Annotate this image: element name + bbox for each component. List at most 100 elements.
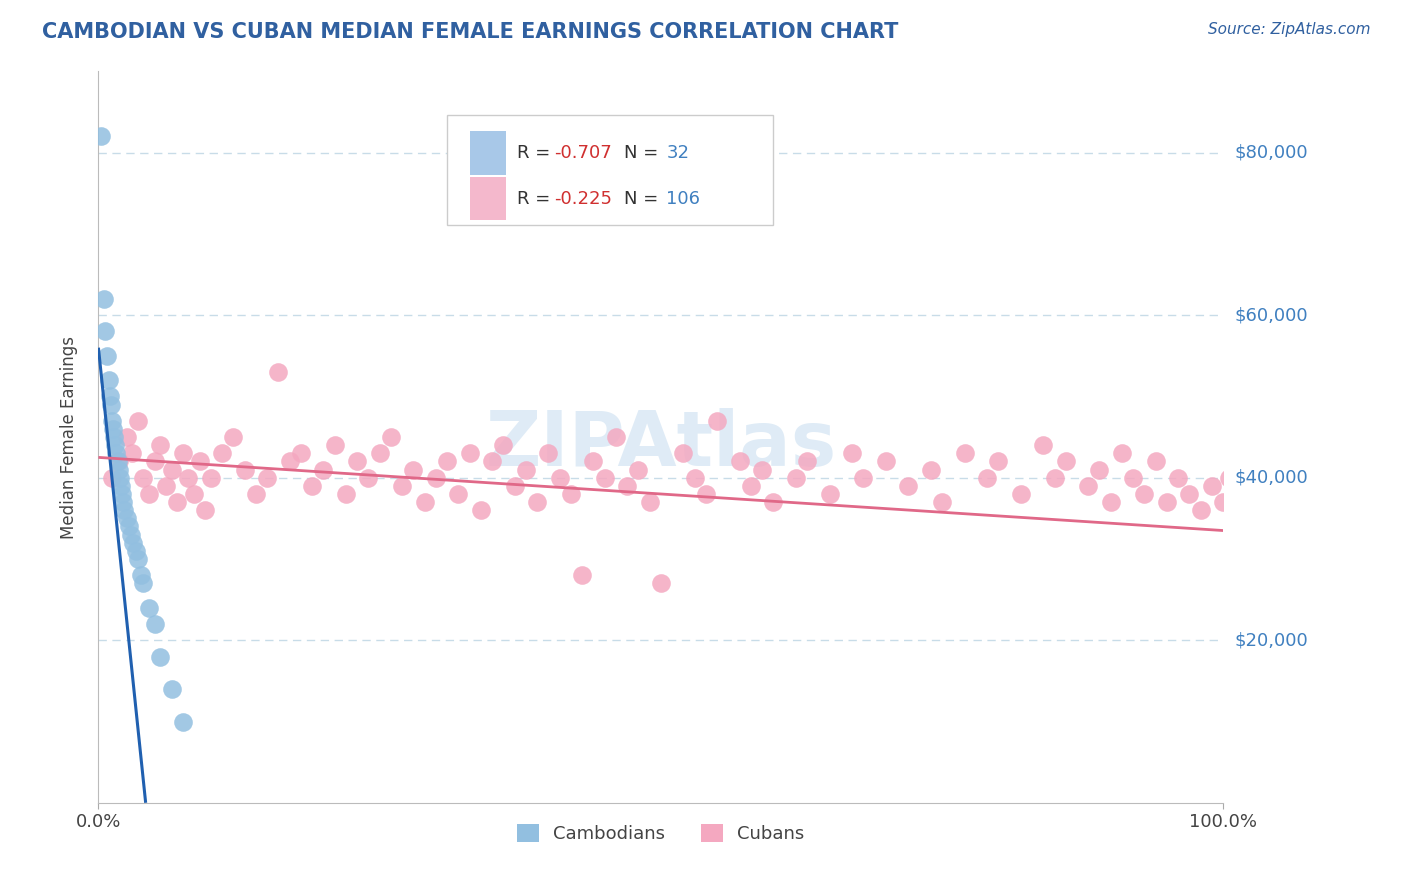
Point — [101, 471, 124, 485]
Point — [1223, 487, 1246, 501]
Point — [97, 373, 120, 387]
Point — [672, 446, 695, 460]
Point — [90, 129, 112, 144]
Point — [683, 471, 706, 485]
Point — [346, 454, 368, 468]
Point — [751, 462, 773, 476]
Point — [537, 446, 560, 460]
Point — [785, 471, 807, 485]
Point — [172, 446, 194, 460]
Point — [108, 471, 131, 485]
Text: $40,000: $40,000 — [1234, 468, 1308, 487]
Text: R =: R = — [517, 190, 555, 208]
Point — [233, 462, 256, 476]
Point — [931, 495, 953, 509]
Point — [194, 503, 217, 517]
Point — [149, 438, 172, 452]
Point — [1263, 519, 1285, 533]
Point — [112, 495, 135, 509]
Point — [616, 479, 638, 493]
Point — [103, 430, 125, 444]
FancyBboxPatch shape — [470, 131, 506, 175]
Point — [391, 479, 413, 493]
Text: 32: 32 — [666, 144, 689, 162]
Point — [222, 430, 245, 444]
Point — [1251, 487, 1274, 501]
Point — [127, 414, 149, 428]
Point — [155, 479, 177, 493]
Point — [160, 462, 183, 476]
Point — [897, 479, 920, 493]
Point — [129, 568, 152, 582]
Point — [107, 462, 129, 476]
Point — [267, 365, 290, 379]
Point — [143, 617, 166, 632]
Point — [132, 576, 155, 591]
Point — [1268, 495, 1291, 509]
Point — [976, 471, 998, 485]
Point — [101, 422, 124, 436]
Point — [1122, 471, 1144, 485]
Point — [1240, 495, 1263, 509]
Point — [762, 495, 785, 509]
Point — [481, 454, 503, 468]
Point — [118, 519, 141, 533]
Text: ZIPAtlas: ZIPAtlas — [485, 409, 837, 483]
Point — [111, 487, 134, 501]
Point — [138, 600, 160, 615]
Point — [1144, 454, 1167, 468]
Point — [560, 487, 582, 501]
Point — [627, 462, 650, 476]
Text: N =: N = — [624, 190, 664, 208]
Point — [1257, 503, 1279, 517]
Text: 106: 106 — [666, 190, 700, 208]
Point — [96, 349, 118, 363]
Point — [818, 487, 841, 501]
Point — [100, 398, 122, 412]
Point — [413, 495, 436, 509]
Point — [920, 462, 942, 476]
Point — [436, 454, 458, 468]
Point — [1133, 487, 1156, 501]
Point — [127, 552, 149, 566]
Point — [1229, 503, 1251, 517]
Point — [357, 471, 380, 485]
Point — [492, 438, 515, 452]
Point — [120, 527, 142, 541]
Text: -0.225: -0.225 — [554, 190, 612, 208]
Point — [706, 414, 728, 428]
Point — [458, 446, 481, 460]
Point — [290, 446, 312, 460]
Point — [1246, 511, 1268, 525]
Point — [138, 487, 160, 501]
Point — [402, 462, 425, 476]
Point — [107, 454, 129, 468]
Point — [105, 446, 128, 460]
Point — [200, 471, 222, 485]
Point — [425, 471, 447, 485]
Text: R =: R = — [517, 144, 555, 162]
Text: $80,000: $80,000 — [1234, 144, 1308, 161]
Point — [323, 438, 346, 452]
Text: CAMBODIAN VS CUBAN MEDIAN FEMALE EARNINGS CORRELATION CHART: CAMBODIAN VS CUBAN MEDIAN FEMALE EARNING… — [42, 22, 898, 42]
Point — [650, 576, 672, 591]
Point — [1077, 479, 1099, 493]
Point — [1088, 462, 1111, 476]
Point — [852, 471, 875, 485]
Point — [312, 462, 335, 476]
Text: N =: N = — [624, 144, 664, 162]
Point — [548, 471, 571, 485]
Point — [160, 681, 183, 696]
Point — [183, 487, 205, 501]
Point — [101, 414, 124, 428]
Point — [796, 454, 818, 468]
Point — [335, 487, 357, 501]
Point — [104, 438, 127, 452]
Point — [638, 495, 661, 509]
Point — [368, 446, 391, 460]
Text: $60,000: $60,000 — [1234, 306, 1308, 324]
Point — [1032, 438, 1054, 452]
Point — [503, 479, 526, 493]
Point — [121, 446, 143, 460]
Point — [112, 503, 135, 517]
